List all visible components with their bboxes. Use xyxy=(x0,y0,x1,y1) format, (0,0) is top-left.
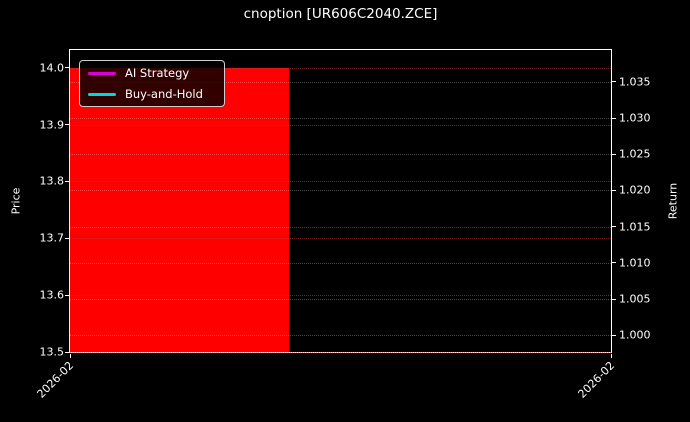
gridline-return xyxy=(70,335,611,337)
right-axis-title: Return xyxy=(666,182,680,220)
tick-mark xyxy=(65,237,69,239)
legend-label: Buy-and-Hold xyxy=(125,87,203,101)
tick-mark xyxy=(65,67,69,69)
tick-mark xyxy=(612,117,616,119)
price-tick-label: 13.9 xyxy=(39,118,65,131)
gridline-price xyxy=(70,352,611,353)
tick-mark xyxy=(612,153,616,155)
gridline-return xyxy=(70,299,611,301)
gridline-return xyxy=(70,226,611,228)
legend: AI Strategy Buy-and-Hold xyxy=(79,60,225,107)
gridline-price xyxy=(70,238,611,240)
gridline-price xyxy=(70,67,611,69)
gridline-return xyxy=(70,118,611,120)
return-tick-label: 1.010 xyxy=(619,256,651,270)
gridline-return xyxy=(70,81,611,83)
gridline-price xyxy=(70,181,611,183)
x-tick-label: 2026-02 xyxy=(575,359,618,401)
plot-area: AI Strategy Buy-and-Hold xyxy=(69,49,612,353)
tick-mark xyxy=(610,354,612,358)
gridline-return xyxy=(70,154,611,156)
price-tick-label: 13.7 xyxy=(39,231,65,245)
return-tick-label: 1.025 xyxy=(619,147,651,161)
return-tick-label: 1.000 xyxy=(619,328,651,342)
legend-item-ai-strategy: AI Strategy xyxy=(88,64,216,82)
tick-mark xyxy=(65,180,69,182)
return-tick-label: 1.015 xyxy=(619,220,651,234)
tick-mark xyxy=(65,351,69,353)
price-tick-label: 13.5 xyxy=(39,345,65,359)
return-tick-label: 1.035 xyxy=(619,75,651,89)
price-tick-label: 14.0 xyxy=(39,61,65,75)
buy-and-hold-line-swatch xyxy=(88,92,116,96)
tick-mark xyxy=(612,226,616,228)
price-tick-label: 13.6 xyxy=(39,288,65,302)
gridline-price xyxy=(70,124,611,126)
tick-mark xyxy=(612,81,616,83)
legend-item-buy-and-hold: Buy-and-Hold xyxy=(88,85,216,103)
gridline-return xyxy=(70,262,611,264)
left-axis-title: Price xyxy=(9,187,23,215)
gridline-return xyxy=(70,190,611,192)
tick-mark xyxy=(612,189,616,191)
price-bar xyxy=(70,67,289,352)
x-tick-label: 2026-02 xyxy=(34,359,77,401)
gridline-price xyxy=(70,295,611,297)
tick-mark xyxy=(612,262,616,264)
price-tick-label: 13.8 xyxy=(39,174,65,188)
tick-mark xyxy=(612,334,616,336)
tick-mark xyxy=(65,294,69,296)
chart-title: cnoption [UR606C2040.ZCE] xyxy=(243,6,438,22)
legend-label: AI Strategy xyxy=(125,66,190,80)
tick-mark xyxy=(612,298,616,300)
tick-mark xyxy=(69,354,71,358)
tick-mark xyxy=(65,124,69,125)
return-tick-label: 1.020 xyxy=(619,183,651,197)
return-tick-label: 1.030 xyxy=(619,111,651,125)
ai-strategy-line-swatch xyxy=(88,71,116,75)
return-tick-label: 1.005 xyxy=(619,292,651,306)
